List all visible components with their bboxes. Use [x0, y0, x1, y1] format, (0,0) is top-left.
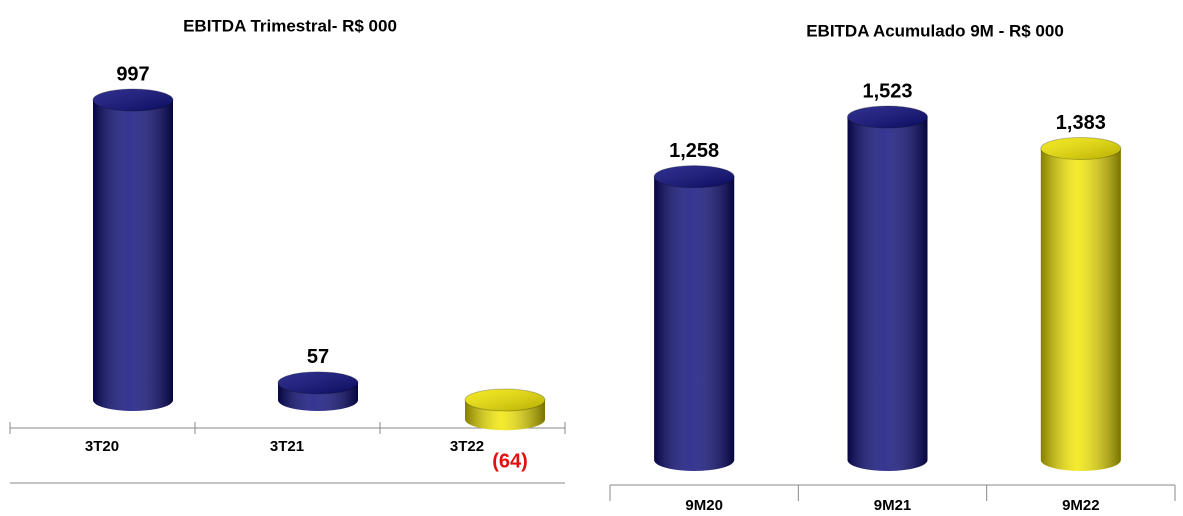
chart-title: EBITDA Acumulado 9M - R$ 000 — [806, 21, 1064, 40]
data-label: 1,383 — [1056, 112, 1106, 134]
bar-shade — [1040, 148, 1121, 472]
cylinder — [277, 371, 359, 411]
bar-cap-shade — [278, 371, 358, 394]
bar-shade — [654, 176, 735, 472]
x-tick-label: 9M21 — [874, 497, 912, 514]
chart-title: EBITDA Trimestral- R$ 000 — [183, 16, 397, 35]
bar-cap-shade — [847, 106, 928, 128]
bar-cap-shade — [465, 389, 545, 411]
bar-shade — [847, 117, 928, 472]
data-label: (64) — [492, 451, 528, 473]
bar-cap-shade — [1040, 137, 1121, 160]
data-label: 1,258 — [669, 140, 719, 162]
data-label: 997 — [116, 63, 149, 85]
x-tick-label: 3T21 — [270, 438, 304, 455]
data-label: 1,523 — [862, 80, 912, 102]
bar-cap-shade — [93, 89, 173, 111]
bar-cap-shade — [654, 165, 735, 188]
x-tick-label: 3T22 — [450, 438, 484, 455]
x-tick-label: 9M22 — [1062, 497, 1100, 514]
bar-shade — [93, 100, 173, 411]
cylinder — [847, 105, 928, 472]
x-tick-label: 3T20 — [85, 438, 119, 455]
data-label: 57 — [307, 346, 329, 368]
cylinder — [92, 88, 174, 411]
x-tick-label: 9M20 — [685, 497, 723, 514]
cylinder — [464, 388, 546, 431]
cylinder — [1040, 137, 1122, 472]
cylinder — [653, 165, 735, 472]
